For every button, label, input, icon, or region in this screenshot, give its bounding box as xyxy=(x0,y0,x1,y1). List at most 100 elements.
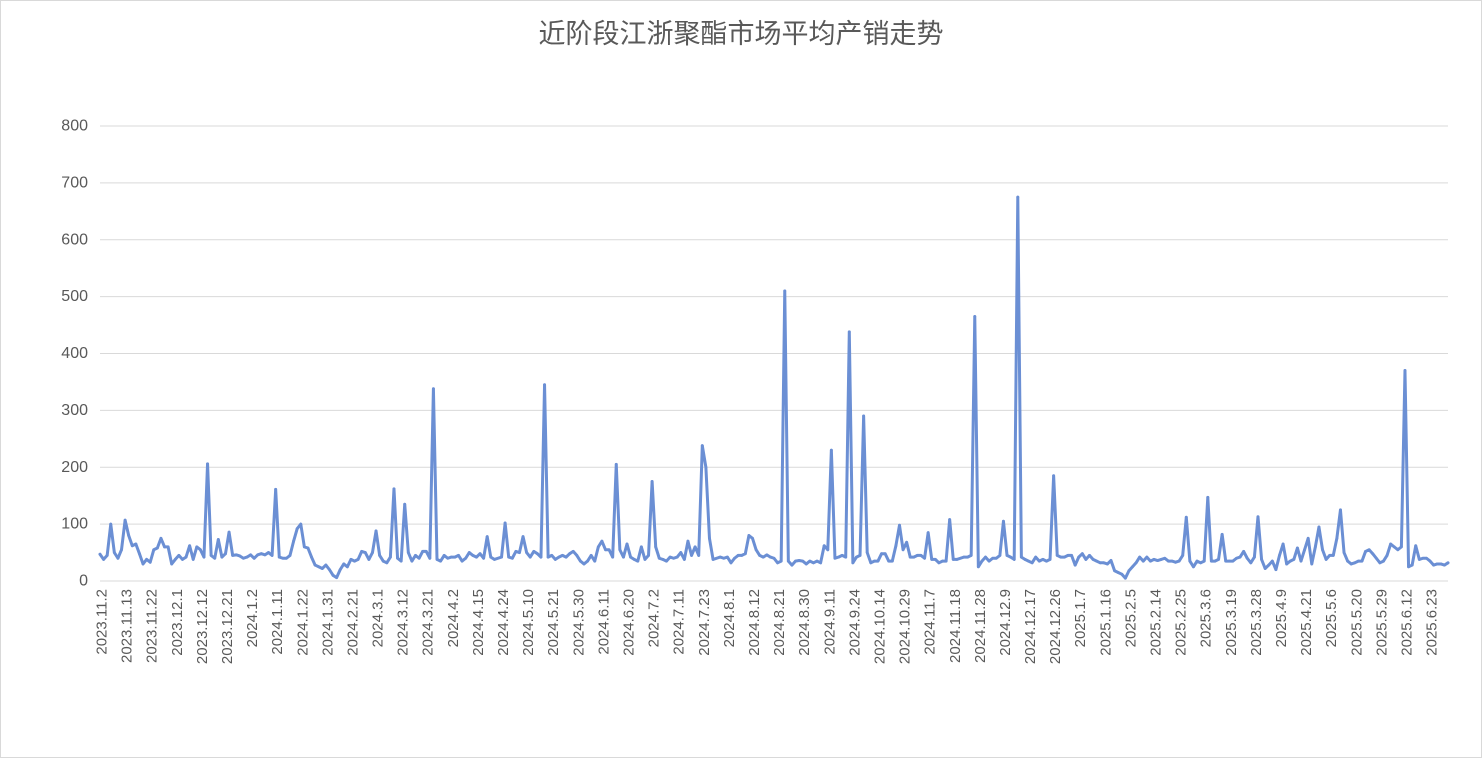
data-point xyxy=(428,556,432,560)
y-tick-label: 100 xyxy=(61,516,88,533)
x-tick-label: 2025.4.21 xyxy=(1298,589,1315,656)
data-point xyxy=(209,554,213,557)
data-point xyxy=(1324,557,1328,561)
data-point xyxy=(1220,532,1224,536)
data-point xyxy=(919,554,923,557)
data-point xyxy=(794,559,797,563)
data-point xyxy=(1131,565,1134,569)
data-point xyxy=(668,555,672,559)
x-tick-label: 2024.3.21 xyxy=(420,589,437,656)
x-tick-label: 2025.1.16 xyxy=(1097,589,1114,656)
x-tick-label: 2025.2.14 xyxy=(1148,589,1165,656)
data-point xyxy=(396,556,399,560)
data-point xyxy=(1181,554,1185,557)
data-point xyxy=(489,555,493,559)
data-point xyxy=(1145,555,1149,559)
data-point xyxy=(1123,576,1127,580)
data-point xyxy=(102,557,105,561)
data-point xyxy=(1166,559,1170,563)
data-point xyxy=(546,555,550,559)
data-point xyxy=(1149,559,1152,563)
data-point xyxy=(826,548,830,552)
y-tick-label: 500 xyxy=(61,288,88,305)
data-point xyxy=(1303,548,1306,552)
data-point xyxy=(1091,557,1095,561)
data-point xyxy=(650,480,654,483)
data-point xyxy=(1349,562,1353,566)
data-point xyxy=(1285,562,1289,566)
data-point xyxy=(274,488,278,491)
data-point xyxy=(1245,556,1249,560)
data-point xyxy=(1367,548,1371,552)
data-point xyxy=(374,529,378,533)
x-tick-label: 2024.8.21 xyxy=(771,589,788,656)
x-tick-label: 2023.11.2 xyxy=(94,589,111,655)
data-point xyxy=(1170,559,1174,563)
data-point xyxy=(1425,556,1428,560)
y-tick-label: 0 xyxy=(79,573,88,590)
data-point xyxy=(1213,559,1217,563)
data-point xyxy=(604,548,607,552)
data-point xyxy=(704,465,708,469)
x-tick-label: 2025.3.19 xyxy=(1223,589,1240,656)
data-point xyxy=(263,553,267,557)
data-point xyxy=(1360,559,1364,563)
data-point xyxy=(808,559,812,563)
data-point xyxy=(1206,495,1210,499)
data-point xyxy=(356,557,360,561)
data-point xyxy=(1428,559,1432,563)
data-point xyxy=(173,557,177,561)
data-point xyxy=(819,561,823,565)
data-point xyxy=(561,554,564,557)
data-point xyxy=(829,448,833,452)
data-point xyxy=(1299,559,1303,563)
data-point xyxy=(242,556,245,560)
data-point xyxy=(769,555,772,559)
data-point xyxy=(1432,563,1436,567)
x-tick-label: 2024.1.11 xyxy=(269,589,286,655)
data-point xyxy=(1396,548,1400,552)
x-tick-label: 2024.4.15 xyxy=(470,589,487,656)
x-tick-label: 2024.4.2 xyxy=(445,589,462,647)
data-point xyxy=(579,559,582,563)
data-point xyxy=(786,559,790,563)
data-point xyxy=(1339,508,1342,512)
data-point xyxy=(550,554,554,557)
data-point xyxy=(1048,557,1052,561)
data-point xyxy=(1062,555,1066,559)
x-tick-label: 2025.4.9 xyxy=(1273,589,1290,647)
data-point xyxy=(729,561,733,565)
x-tick-label: 2023.12.21 xyxy=(219,589,236,664)
data-point xyxy=(715,556,719,560)
data-point xyxy=(962,555,966,559)
x-tick-label: 2025.6.23 xyxy=(1424,589,1441,656)
data-point xyxy=(1260,557,1263,561)
data-point xyxy=(1392,545,1396,549)
data-point xyxy=(804,562,808,566)
data-point xyxy=(188,544,192,548)
x-tick-label: 2024.1.31 xyxy=(319,589,336,656)
data-point xyxy=(410,559,414,563)
data-point xyxy=(1016,195,1020,199)
data-point xyxy=(618,548,622,552)
data-point xyxy=(1177,559,1181,563)
data-point xyxy=(299,522,303,526)
data-point xyxy=(647,554,650,557)
data-point xyxy=(256,553,260,557)
data-point xyxy=(1163,556,1167,560)
data-point xyxy=(335,576,339,579)
data-point xyxy=(306,546,310,550)
data-point xyxy=(313,563,317,567)
data-point xyxy=(812,561,815,565)
data-point xyxy=(1328,554,1332,557)
data-point xyxy=(722,556,726,560)
data-point xyxy=(342,562,346,566)
data-point xyxy=(1439,562,1443,566)
data-point xyxy=(406,551,410,554)
x-tick-label: 2023.11.22 xyxy=(144,589,161,663)
data-point xyxy=(181,557,184,561)
data-point xyxy=(317,565,321,569)
data-point xyxy=(923,556,926,560)
data-point xyxy=(1141,559,1145,563)
data-point xyxy=(328,568,331,572)
